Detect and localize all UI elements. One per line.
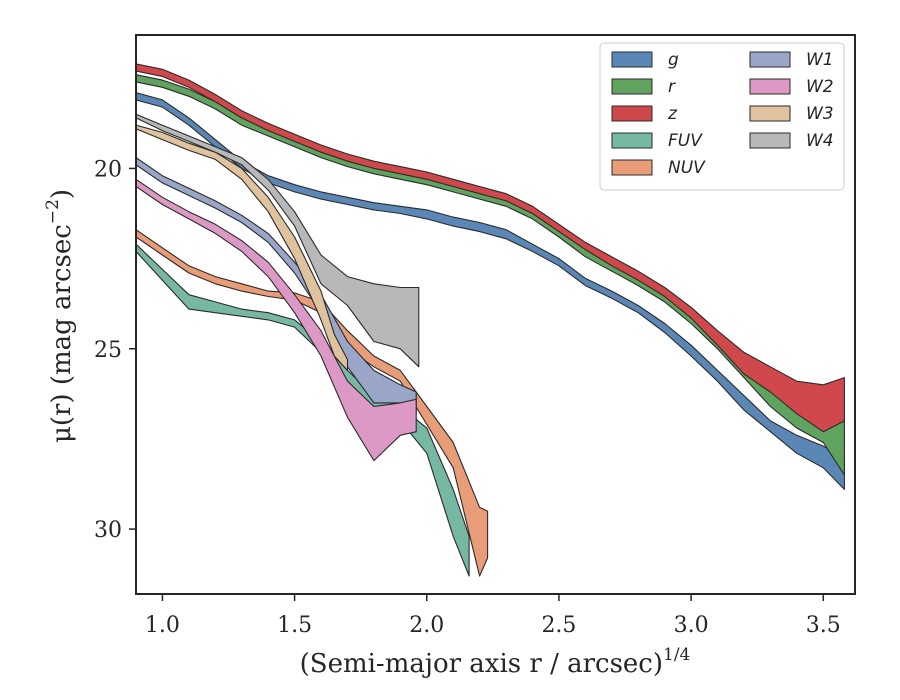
band-w3	[136, 124, 349, 371]
y-tick-label: 25	[94, 338, 122, 363]
x-tick-label: 1.0	[145, 613, 180, 638]
y-axis: 20 25 30	[94, 157, 136, 543]
legend-label-w2: W2	[806, 77, 834, 97]
x-axis-label-exponent: 1/4	[663, 645, 690, 665]
legend-label-w4: W4	[806, 131, 834, 151]
legend-swatch-z	[611, 105, 653, 122]
legend-label-r: r	[668, 77, 676, 97]
y-tick-label: 20	[94, 157, 122, 182]
plot-area	[136, 63, 845, 577]
axes-frame	[135, 34, 856, 595]
x-axis-label-text: (Semi-major axis r / arcsec)	[300, 649, 663, 679]
legend-label-fuv: FUV	[668, 131, 703, 151]
legend-swatch-g	[611, 51, 653, 68]
legend-label-g: g	[668, 50, 679, 70]
y-axis-label-text: μ(r) (mag arcsec	[47, 224, 77, 443]
band-w2	[136, 178, 417, 462]
x-axis: 1.0 1.5 2.0 2.5 3.0 3.5	[145, 594, 841, 638]
y-axis-label-exponent: −2	[43, 199, 63, 224]
band-z	[136, 63, 845, 433]
x-tick-label: 2.0	[409, 613, 444, 638]
band-g	[136, 92, 845, 490]
x-tick-label: 3.0	[674, 613, 709, 638]
legend-swatch-nuv	[611, 159, 653, 176]
x-axis-label: (Semi-major axis r / arcsec)1/4	[300, 645, 691, 679]
legend: grz FUV NUV W1 W2 W3 W4	[599, 42, 845, 191]
legend-swatch-w2	[749, 78, 791, 95]
legend-swatch-r	[611, 78, 653, 95]
legend-label-w1: W1	[806, 50, 834, 70]
x-tick-label: 1.5	[277, 613, 312, 638]
y-axis-label: μ(r) (mag arcsec−2)	[43, 189, 77, 443]
legend-label-w3: W3	[806, 104, 834, 124]
legend-swatch-w4	[749, 132, 791, 149]
band-w4	[136, 113, 420, 368]
legend-label-nuv: NUV	[668, 158, 706, 178]
y-tick-label: 30	[94, 518, 122, 543]
legend-label-z: z	[667, 104, 678, 124]
x-tick-label: 3.5	[806, 613, 841, 638]
legend-swatch-fuv	[611, 132, 653, 149]
x-tick-label: 2.5	[541, 613, 576, 638]
legend-swatch-w1	[749, 51, 791, 68]
legend-swatch-w3	[749, 105, 791, 122]
y-axis-label-close: )	[47, 189, 77, 199]
